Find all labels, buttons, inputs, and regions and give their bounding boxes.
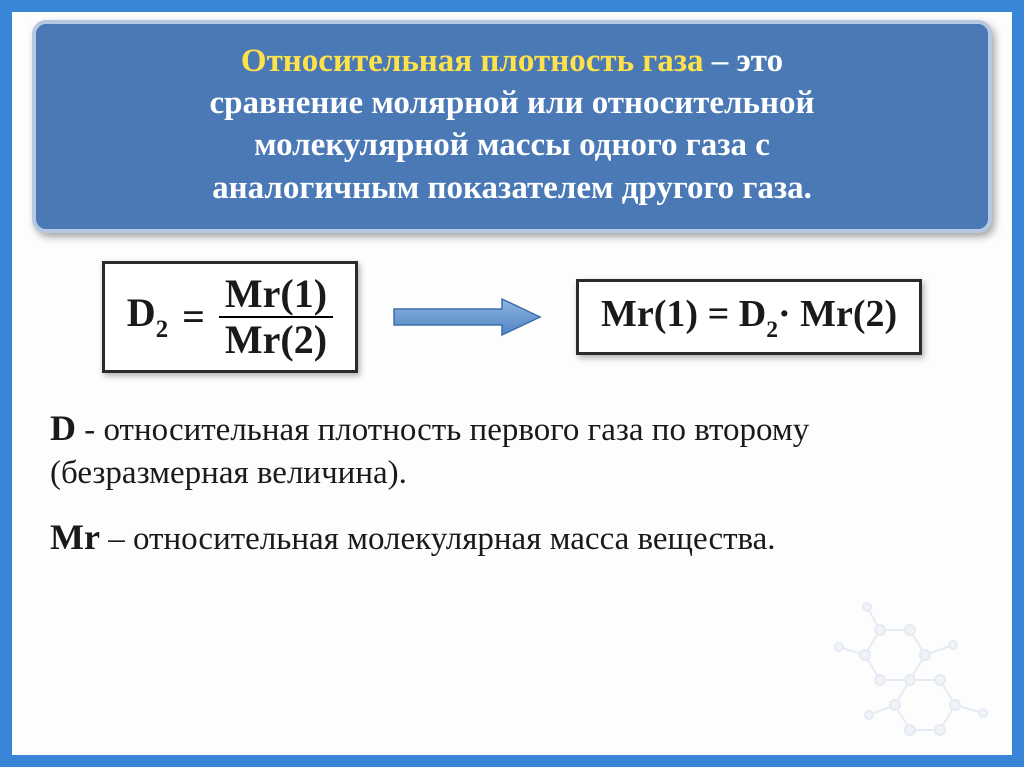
p2-rest: – относительная молекулярная масса вещес…: [100, 521, 776, 557]
rhs-dot: ·: [778, 293, 791, 335]
paragraph-Mr: Mr – относительная молекулярная масса ве…: [50, 514, 974, 562]
formula-row: D2 = Mr(1) Mr(2) Mr(1) = D2·: [36, 261, 988, 373]
formula-right-box: Mr(1) = D2· Mr(2): [576, 279, 922, 355]
header-line-3: молекулярной массы одного газа с: [60, 124, 964, 166]
p1-lead: D: [50, 408, 76, 448]
denominator: Mr(2): [219, 316, 333, 360]
header-term: Относительная плотность газа: [241, 43, 704, 79]
p2-lead: Mr: [50, 517, 100, 557]
header-line-1: Относительная плотность газа – это: [60, 40, 964, 82]
header-line-4: аналогичным показателем другого газа.: [60, 167, 964, 209]
rhs-sub: 2: [766, 317, 778, 343]
paragraph-D: D - относительная плотность первого газа…: [50, 405, 974, 496]
formula-left-lhs: D2: [127, 293, 168, 341]
rhs-text: Mr(1) = D2· Mr(2): [601, 292, 897, 342]
definition-header: Относительная плотность газа – это сравн…: [32, 20, 992, 233]
formula-left-box: D2 = Mr(1) Mr(2): [102, 261, 358, 373]
fraction: Mr(1) Mr(2): [219, 274, 333, 360]
equals-sign: =: [178, 297, 209, 337]
rhs-pre: Mr(1) = D: [601, 293, 766, 335]
numerator: Mr(1): [219, 274, 333, 316]
arrow-icon: [392, 295, 542, 339]
molecule-watermark-icon: [825, 595, 1000, 745]
p1-rest: - относительная плотность первого газа п…: [50, 412, 809, 492]
header-line-2: сравнение молярной или относительной: [60, 82, 964, 124]
rhs-post: Mr(2): [791, 293, 898, 335]
header-line1-rest: – это: [704, 43, 784, 79]
lhs-sub: 2: [156, 316, 168, 343]
lhs-D: D: [127, 290, 156, 335]
slide-frame: Относительная плотность газа – это сравн…: [0, 0, 1024, 767]
